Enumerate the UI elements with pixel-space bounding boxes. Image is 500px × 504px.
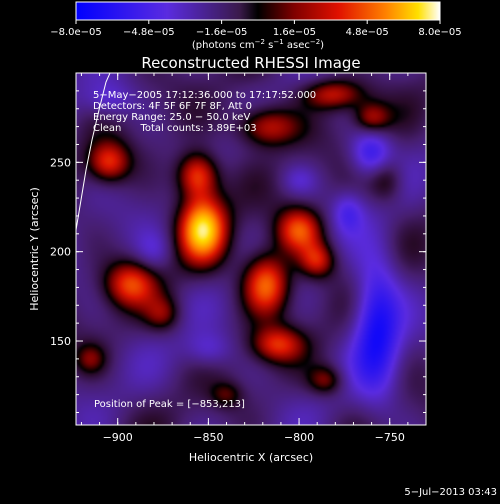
chart-title: Reconstructed RHESSI Image — [141, 54, 360, 72]
colorbar-tick-label: 1.6e−05 — [273, 27, 316, 38]
x-tick-label: −800 — [284, 431, 314, 444]
colorbar-tick-label: −1.6e−05 — [196, 27, 248, 38]
colorbar-ticks: −8.0e−05 −4.8e−05 −1.6e−05 1.6e−05 4.8e−05 8.… — [50, 20, 462, 38]
limb-line — [76, 73, 111, 231]
peak-label: Position of Peak = [−853,213] — [94, 399, 245, 410]
colorbar-tick-label: −8.0e−05 — [50, 27, 102, 38]
annotation-detectors: Detectors: 4F 5F 6F 7F 8F, Att 0 — [93, 101, 252, 112]
heatmap-image — [76, 73, 426, 425]
x-tick-label: −850 — [193, 431, 223, 444]
y-axis-ticks: 150 200 250 — [50, 72, 426, 413]
annotation-counts: Clean Total counts: 3.89E+03 — [93, 123, 257, 134]
footer-timestamp: 5−Jul−2013 03:43 — [404, 487, 497, 498]
x-axis-ticks: −900 −850 −800 −750 — [80, 73, 427, 444]
colorbar-tick-label: −4.8e−05 — [123, 27, 175, 38]
plot-frame — [75, 72, 427, 426]
colorbar-unit: (photons cm−2 s−1 asec−2) — [192, 38, 324, 51]
colorbar — [76, 2, 440, 20]
annotation-energy: Energy Range: 25.0 − 50.0 keV — [93, 112, 250, 123]
x-tick-label: −900 — [103, 431, 133, 444]
x-tick-label: −750 — [375, 431, 405, 444]
colorbar-tick-label: 4.8e−05 — [346, 27, 389, 38]
colorbar-frame — [75, 1, 441, 21]
y-axis-label: Heliocentric Y (arcsec) — [28, 187, 41, 311]
colorbar-tick-label: 8.0e−05 — [418, 27, 461, 38]
x-axis-label: Heliocentric X (arcsec) — [189, 451, 313, 464]
y-tick-label: 150 — [50, 335, 71, 348]
y-tick-label: 250 — [50, 156, 71, 169]
y-tick-label: 200 — [50, 246, 71, 259]
annotation-time: 5−May−2005 17:12:36.000 to 17:17:52.000 — [93, 90, 316, 101]
